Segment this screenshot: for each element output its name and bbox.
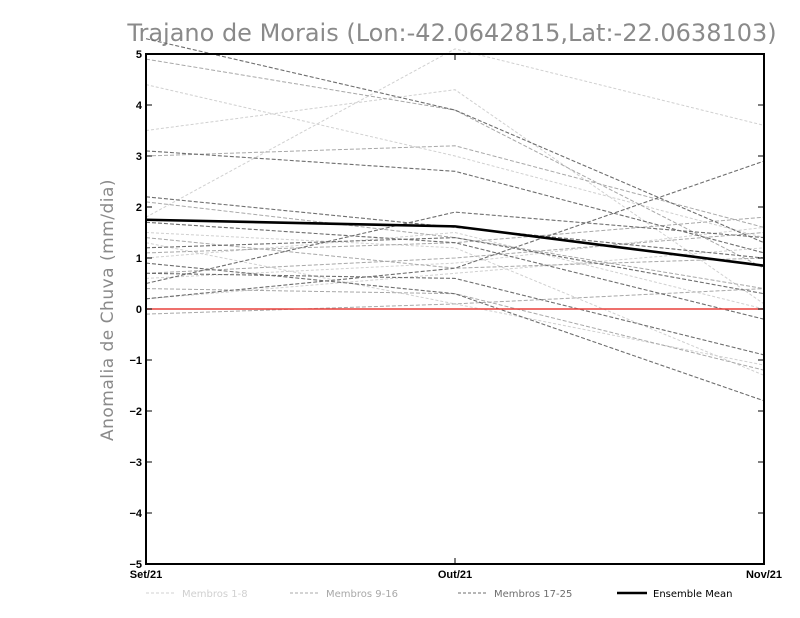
- y-tick-label: 0: [136, 304, 142, 316]
- x-tick-label: Set/21: [130, 569, 162, 581]
- y-ticks: 5 4 3 2 1 0 −1 −2 −3 −4 −5: [129, 49, 764, 571]
- member-line-15: [145, 288, 765, 315]
- x-tick-label: Nov/21: [746, 569, 782, 581]
- legend-label-3: Membros 17-25: [494, 589, 572, 600]
- legend: Membros 1-8 Membros 9-16 Membros 17-25 Ense…: [146, 589, 732, 600]
- y-tick-label: 4: [136, 100, 143, 112]
- member-line-13: [145, 232, 765, 274]
- y-tick-label: −4: [129, 508, 142, 520]
- member-line-18: [145, 150, 765, 254]
- y-tick-label: −2: [129, 406, 142, 418]
- y-tick-label: 2: [136, 202, 142, 214]
- y-tick-label: 3: [136, 151, 142, 163]
- x-ticks: Set/21 Out/21 Nov/21: [130, 54, 782, 581]
- y-axis-label: Anomalia de Chuva (mm/dia): [98, 179, 118, 441]
- legend-label-2: Membros 9-16: [326, 589, 398, 600]
- member-line-14: [145, 288, 765, 371]
- legend-label-1: Membros 1-8: [182, 589, 248, 600]
- x-tick-label: Out/21: [438, 569, 472, 581]
- member-lines: [145, 38, 765, 402]
- mean-layer: [145, 218, 765, 310]
- member-line-4: [145, 232, 765, 376]
- member-line-24: [145, 272, 765, 356]
- member-line-3: [145, 84, 765, 239]
- ensemble-mean-line: [145, 218, 765, 267]
- member-line-19: [145, 196, 765, 259]
- y-tick-label: −1: [129, 355, 142, 367]
- member-line-8: [145, 231, 765, 310]
- chart-title: Trajano de Morais (Lon:-42.0642815,Lat:-…: [126, 19, 776, 47]
- y-tick-label: 1: [136, 253, 142, 265]
- member-line-21: [145, 262, 765, 402]
- y-tick-label: 5: [136, 49, 142, 61]
- member-line-25: [145, 237, 765, 295]
- member-line-9: [145, 58, 765, 269]
- member-line-23: [145, 160, 765, 300]
- legend-label-4: Ensemble Mean: [653, 589, 732, 600]
- plot-frame: [145, 53, 765, 565]
- member-line-17: [145, 38, 765, 244]
- member-line-10: [145, 145, 765, 228]
- y-tick-label: −3: [129, 457, 142, 469]
- member-line-2: [145, 89, 765, 305]
- member-line-7: [145, 247, 765, 300]
- member-line-11: [145, 201, 765, 290]
- member-line-12: [145, 237, 765, 269]
- member-line-22: [145, 211, 765, 285]
- member-line-1: [145, 48, 765, 218]
- y-tick-label: −5: [129, 559, 142, 571]
- member-line-20: [145, 221, 765, 320]
- member-line-6: [145, 226, 765, 279]
